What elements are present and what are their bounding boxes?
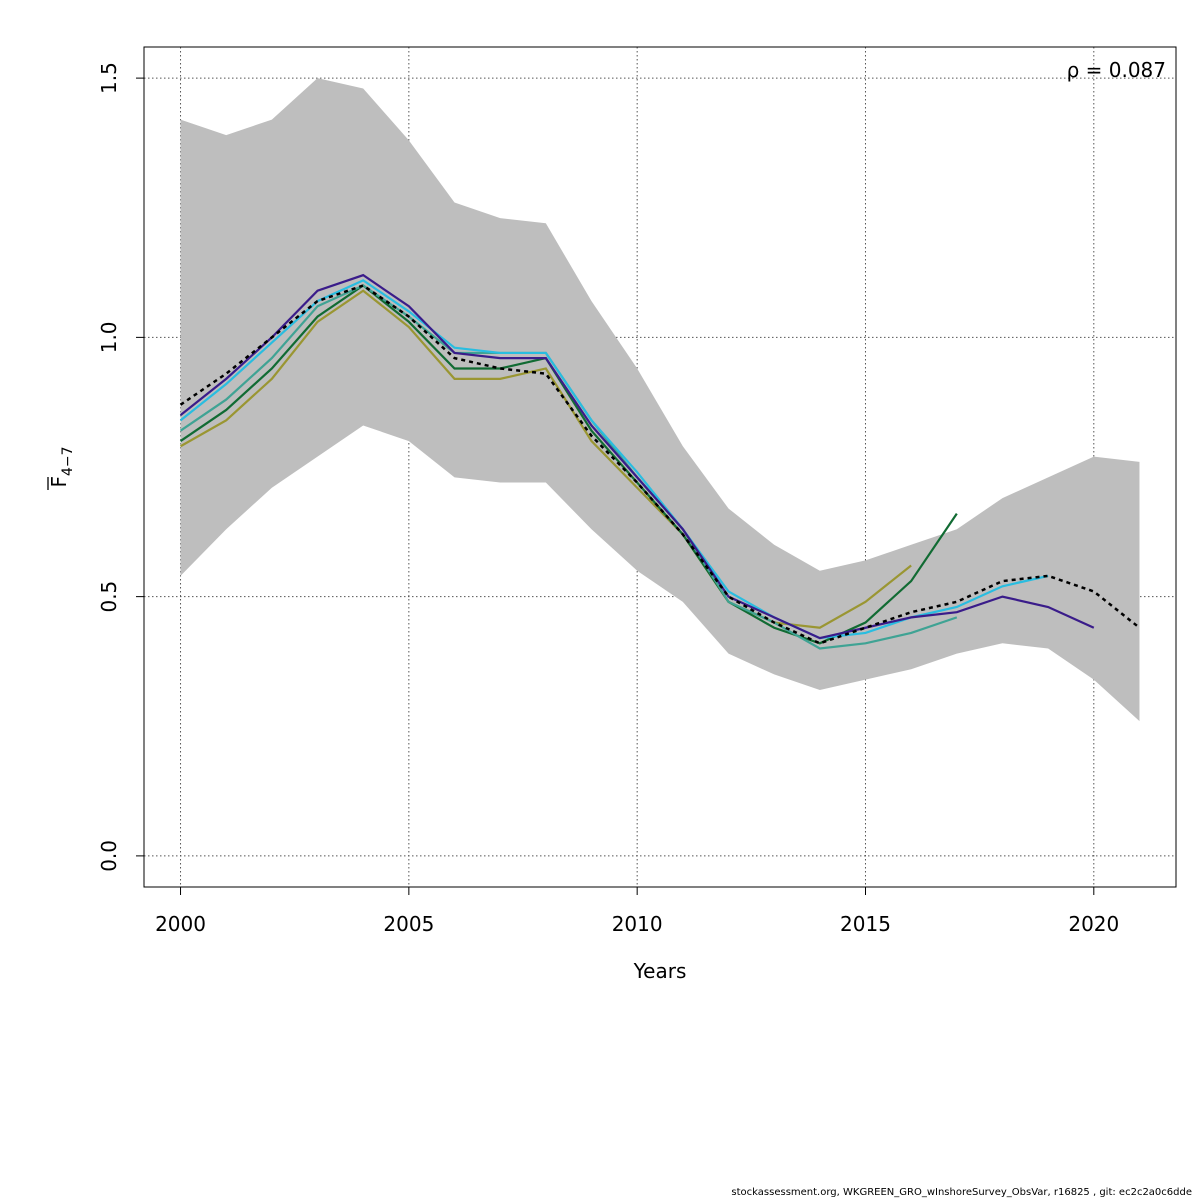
confidence-band: [180, 78, 1140, 722]
y-tick-label: 1.0: [97, 321, 121, 353]
y-tick-label: 1.5: [97, 62, 121, 94]
y-tick-label: 0.0: [97, 840, 121, 872]
x-tick-label: 2015: [840, 912, 891, 936]
footer-credit: stockassessment.org, WKGREEN_GRO_wInshor…: [731, 1187, 1192, 1198]
x-axis-title: Years: [633, 959, 687, 983]
rho-annotation: ρ = 0.087: [1067, 58, 1166, 82]
y-tick-label: 0.5: [97, 581, 121, 613]
axis-ticks: 2000 2005 2010 2015 2020 0.0 0.5 1.0 1.5: [97, 62, 1119, 936]
x-tick-label: 2010: [612, 912, 663, 936]
y-axis-title: F4−7: [47, 446, 76, 490]
x-tick-label: 2005: [383, 912, 434, 936]
svg-text:F4−7: F4−7: [47, 446, 76, 487]
y-axis-title-subscript: 4−7: [60, 446, 76, 476]
x-tick-label: 2000: [155, 912, 206, 936]
series-layer: [179, 273, 1141, 650]
series-line-retro: [179, 273, 1095, 640]
x-tick-label: 2020: [1068, 912, 1119, 936]
y-axis-title-base: F: [47, 476, 71, 488]
plot-frame: [143, 46, 1177, 888]
series-line-retro: [179, 284, 958, 645]
confidence-band-layer: [180, 78, 1140, 722]
